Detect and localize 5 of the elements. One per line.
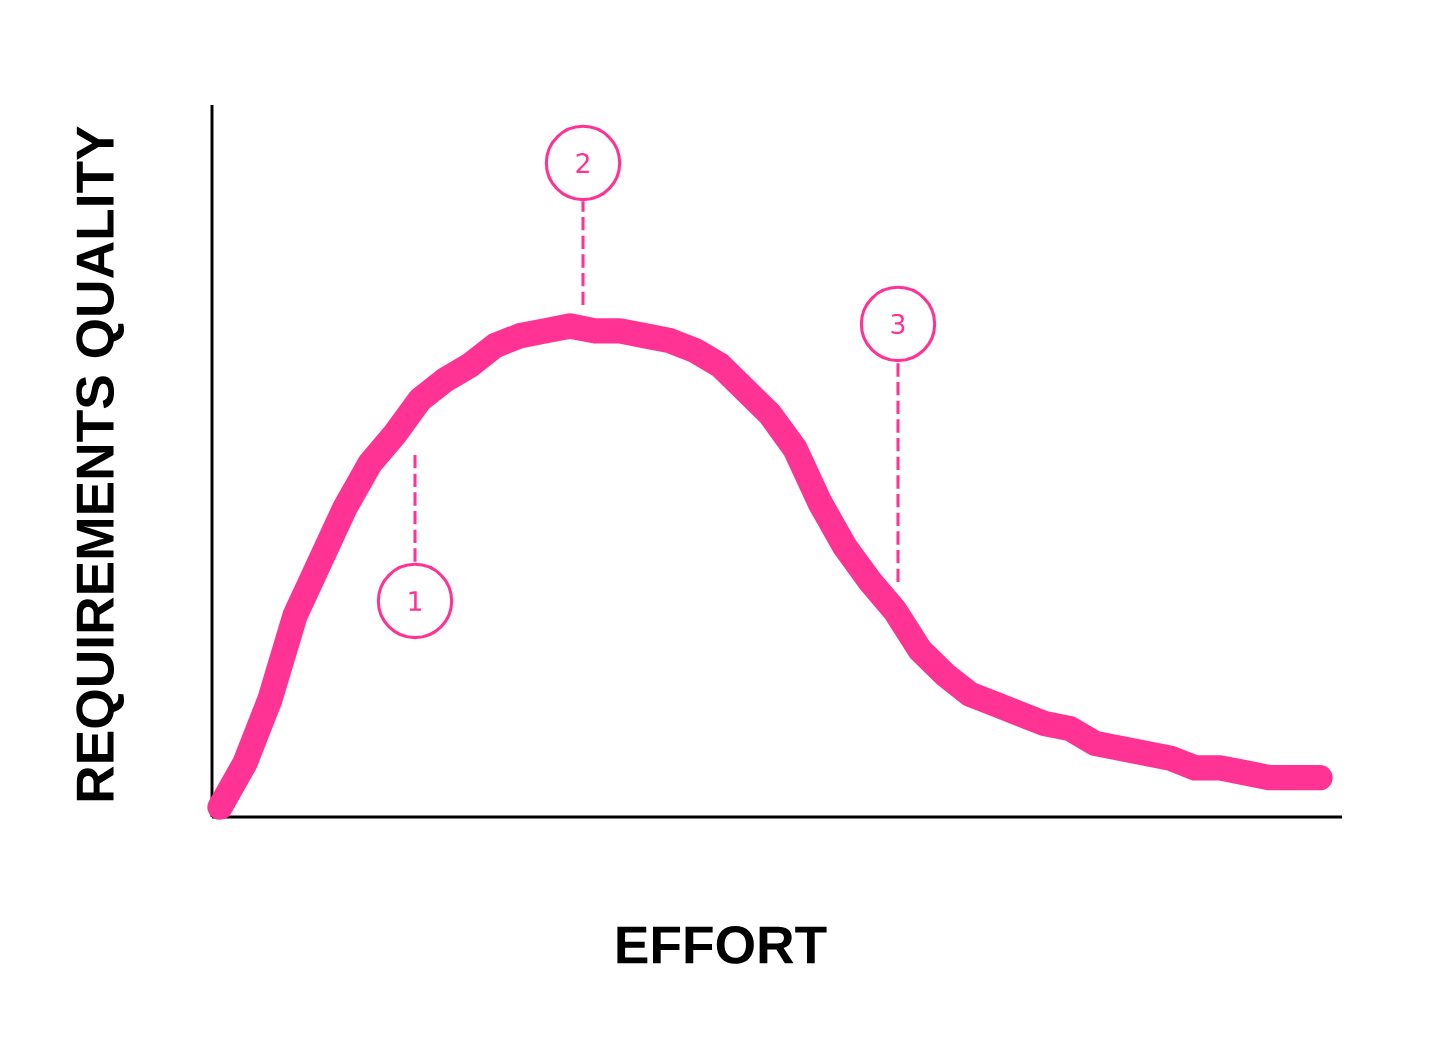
annotation: 1 xyxy=(409,591,422,611)
y-axis-title: REQUIREMENTS QUALITY xyxy=(76,126,125,801)
annotation: 3 xyxy=(891,313,905,335)
text: 2 xyxy=(576,153,589,173)
x-axis-title: EFFORT xyxy=(617,926,827,964)
